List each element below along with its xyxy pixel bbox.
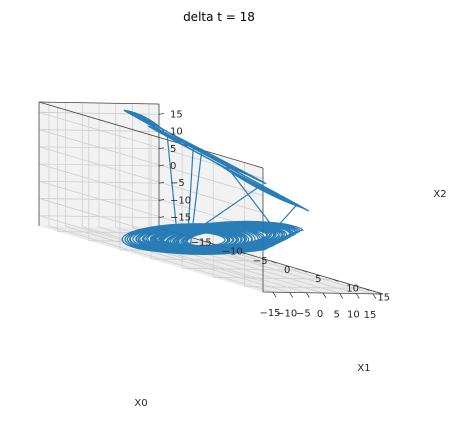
- z-axis-label: X2: [433, 189, 446, 200]
- x-axis-label: X0: [134, 398, 147, 409]
- y-tick: [270, 260, 277, 264]
- grid-floor-y: [213, 276, 334, 280]
- y-tick: [208, 242, 214, 246]
- pane-side-top-edge: [38, 101, 264, 169]
- grid-back-z: [38, 215, 160, 219]
- x-tick-label: 15: [364, 310, 377, 321]
- tick-labels: −15−10−5 0 5 10 15−15−10−5051015−15−10−50510…: [170, 109, 390, 321]
- z-tick: [158, 181, 165, 184]
- grid-side-z: [38, 146, 264, 214]
- z-tick-label: −10: [170, 195, 191, 206]
- z-tick-label: 10: [170, 127, 183, 138]
- y-tick-label: 15: [377, 293, 390, 304]
- x-tick: [339, 293, 344, 299]
- chart-title: delta t = 18: [183, 10, 255, 24]
- y-tick: [364, 288, 370, 291]
- x-tick-label: 5: [333, 309, 339, 320]
- grid-side-z: [38, 129, 264, 196]
- grid-side-z: [38, 163, 264, 231]
- x-tick: [272, 291, 277, 298]
- y-tick-label: −5: [253, 256, 268, 267]
- z-tick-label: −5: [170, 178, 185, 189]
- x-tick-label: −10: [276, 308, 297, 319]
- y-tick: [301, 269, 308, 273]
- z-tick-label: 5: [170, 144, 176, 155]
- grid-back-z: [38, 198, 160, 201]
- z-tick: [158, 199, 165, 201]
- y-tick-label: −10: [222, 247, 243, 258]
- z-tick: [158, 216, 165, 219]
- x-tick: [355, 293, 360, 299]
- z-tick-label: 0: [170, 161, 176, 172]
- x-tick: [289, 292, 294, 298]
- x-tick: [372, 293, 377, 300]
- x-tick-label: 10: [347, 310, 360, 321]
- grid-back-z: [38, 163, 160, 167]
- y-tick-label: 10: [346, 283, 359, 294]
- z-tick-label: 15: [170, 109, 183, 120]
- y-axis-label: X1: [357, 363, 370, 374]
- pane-top-edge: [38, 101, 160, 105]
- y-tick-label: −15: [191, 238, 212, 249]
- z-tick: [158, 147, 165, 150]
- x-tick: [322, 292, 327, 299]
- y-tick: [333, 278, 339, 282]
- x-tick-label: −5: [296, 309, 311, 320]
- z-tick-label: −15: [170, 213, 191, 224]
- y-tick-label: 5: [315, 274, 321, 285]
- x-tick-label: 0: [317, 309, 323, 320]
- grid-back-z: [38, 180, 160, 184]
- trajectory-series-line: [121, 109, 310, 256]
- data-layer: [121, 109, 310, 256]
- x-tick-label: −15: [259, 308, 280, 319]
- z-tick: [158, 164, 165, 167]
- grid-floor-y: [182, 267, 303, 271]
- y-tick-label: 0: [284, 265, 290, 276]
- x-tick: [305, 292, 310, 298]
- grid-floor-y: [244, 286, 365, 289]
- z-tick: [158, 112, 165, 115]
- grid-back-z: [38, 146, 160, 150]
